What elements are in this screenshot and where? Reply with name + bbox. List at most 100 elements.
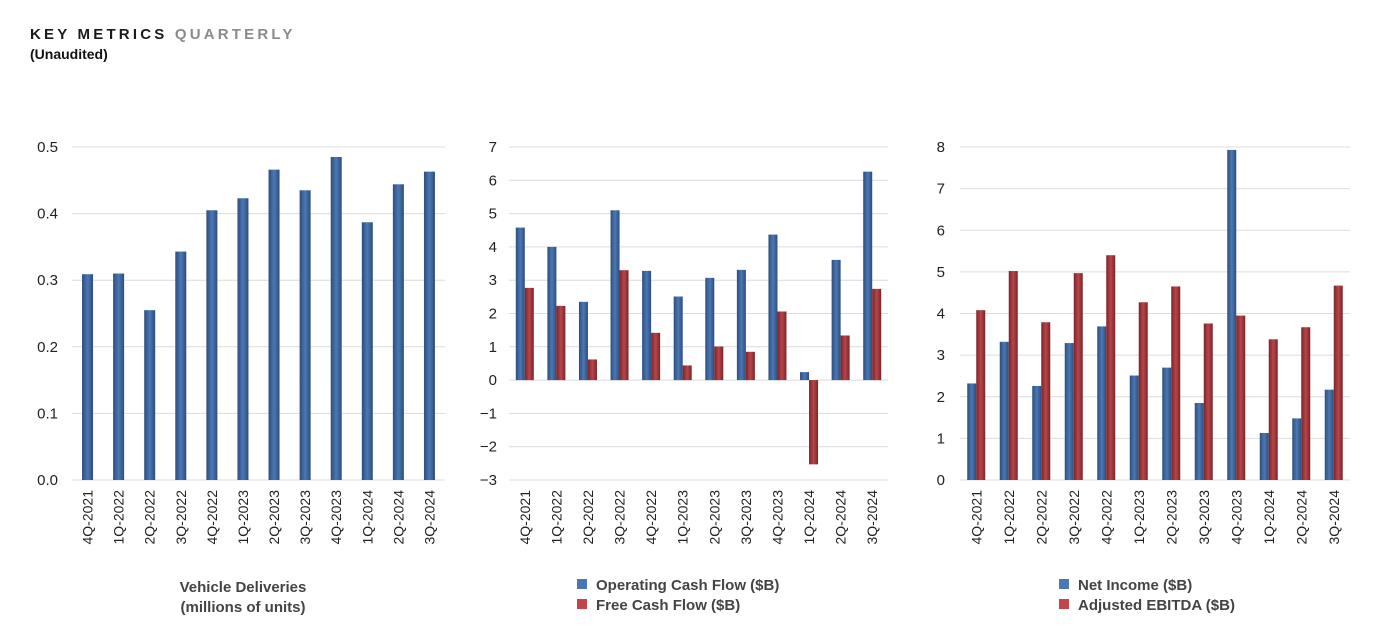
bar-red: [1073, 273, 1083, 480]
bar-red: [682, 365, 692, 381]
bar-red: [840, 335, 850, 381]
legend-swatch-blue: [1059, 579, 1069, 589]
bar-blue: [1129, 375, 1139, 480]
bar-red: [1236, 315, 1246, 480]
bar-blue: [392, 184, 404, 480]
bar-red: [1301, 327, 1311, 480]
bar-blue: [330, 156, 342, 481]
bar-blue: [113, 273, 125, 480]
x-tick-label: 2Q-2024: [1293, 490, 1309, 545]
legend-swatch-red: [577, 599, 587, 609]
bar-blue: [831, 259, 841, 381]
y-tick-label: 5: [937, 264, 945, 281]
bar-blue: [1259, 432, 1269, 480]
bar-blue: [1324, 389, 1334, 480]
x-tick-label: 4Q-2022: [1098, 490, 1114, 545]
bar-blue: [1162, 367, 1172, 480]
y-tick-label: 3: [937, 347, 945, 364]
y-tick-label: 0: [489, 372, 497, 389]
bar-red: [1333, 285, 1343, 480]
bar-red: [556, 305, 566, 381]
legend-label: Free Cash Flow ($B): [596, 597, 740, 614]
x-tick-label: 4Q-2021: [968, 490, 984, 545]
y-tick-label: 4: [937, 306, 945, 323]
bar-red: [976, 310, 986, 480]
bar-blue: [515, 227, 525, 381]
y-tick-label: 4: [489, 239, 497, 256]
x-tick-label: 3Q-2023: [297, 490, 313, 545]
bar-red: [1138, 302, 1148, 480]
x-tick-label: 3Q-2024: [421, 490, 437, 545]
bar-blue: [361, 222, 373, 480]
x-tick-label: 2Q-2024: [390, 490, 406, 545]
legend-label: Net Income ($B): [1078, 577, 1192, 594]
bar-blue: [999, 341, 1009, 480]
bar-blue: [1032, 385, 1042, 480]
x-tick-label: 4Q-2023: [1228, 490, 1244, 545]
x-tick-label: 3Q-2023: [1196, 490, 1212, 545]
page-subtitle: (Unaudited): [30, 46, 108, 62]
page-title: KEY METRICS QUARTERLY: [30, 26, 296, 43]
x-tick-label: 1Q-2022: [1001, 490, 1017, 545]
x-tick-label: 2Q-2023: [266, 490, 282, 545]
y-tick-label: 0.1: [37, 405, 58, 422]
bar-red: [1008, 271, 1018, 480]
y-tick-label: 3: [489, 272, 497, 289]
x-tick-label: 4Q-2021: [517, 490, 533, 545]
bar-red: [651, 332, 661, 381]
y-tick-label: 1: [489, 339, 497, 356]
bar-red: [524, 287, 534, 381]
bar-blue: [610, 210, 620, 381]
legend-swatch-red: [1059, 599, 1069, 609]
x-tick-label: 1Q-2023: [1131, 490, 1147, 545]
bar-blue: [967, 383, 977, 480]
bar-blue: [1227, 149, 1237, 480]
bar-red: [1203, 323, 1213, 480]
bar-red: [714, 346, 724, 381]
x-tick-label: 3Q-2022: [612, 490, 628, 545]
y-tick-label: −2: [480, 439, 497, 456]
bar-blue: [299, 190, 311, 481]
x-tick-label: 4Q-2023: [328, 490, 344, 545]
x-tick-label: 2Q-2022: [1033, 490, 1049, 545]
x-tick-label: 4Q-2022: [204, 490, 220, 545]
bar-red: [1171, 286, 1181, 480]
x-tick-label: 2Q-2022: [142, 490, 158, 545]
bar-red: [587, 359, 597, 381]
y-tick-label: 6: [937, 222, 945, 239]
y-tick-label: 6: [489, 172, 497, 189]
x-tick-label: 2Q-2023: [1163, 490, 1179, 545]
y-tick-label: 0.3: [37, 272, 58, 289]
x-tick-label: 1Q-2022: [111, 490, 127, 545]
bar-blue: [175, 251, 187, 480]
bar-blue: [1292, 418, 1302, 480]
bar-red: [619, 270, 629, 381]
x-tick-label: 4Q-2021: [80, 490, 96, 545]
x-tick-label: 1Q-2023: [235, 490, 251, 545]
x-tick-label: 1Q-2024: [801, 490, 817, 545]
y-tick-label: 7: [937, 181, 945, 198]
bar-red: [745, 351, 755, 381]
bar-blue: [206, 210, 218, 480]
bar-blue: [144, 310, 156, 480]
bar-blue: [237, 198, 249, 481]
x-tick-label: 3Q-2023: [738, 490, 754, 545]
chart-caption: (millions of units): [181, 599, 306, 616]
x-tick-label: 2Q-2024: [833, 490, 849, 545]
x-tick-label: 2Q-2022: [580, 490, 596, 545]
bar-blue: [1097, 326, 1107, 480]
bar-blue: [1194, 402, 1204, 480]
bar-blue: [642, 270, 652, 381]
x-tick-label: 3Q-2022: [1066, 490, 1082, 545]
bar-blue: [82, 274, 94, 480]
x-tick-label: 2Q-2023: [706, 490, 722, 545]
y-tick-label: 2: [937, 389, 945, 406]
bar-blue: [578, 301, 588, 381]
y-tick-label: 0.0: [37, 472, 58, 489]
page-header: KEY METRICS QUARTERLY (Unaudited): [30, 26, 296, 62]
bar-red: [1106, 255, 1116, 480]
legend-label: Adjusted EBITDA ($B): [1078, 597, 1235, 614]
x-tick-label: 1Q-2024: [359, 490, 375, 545]
bar-red: [809, 380, 819, 465]
bar-blue: [1064, 343, 1074, 480]
